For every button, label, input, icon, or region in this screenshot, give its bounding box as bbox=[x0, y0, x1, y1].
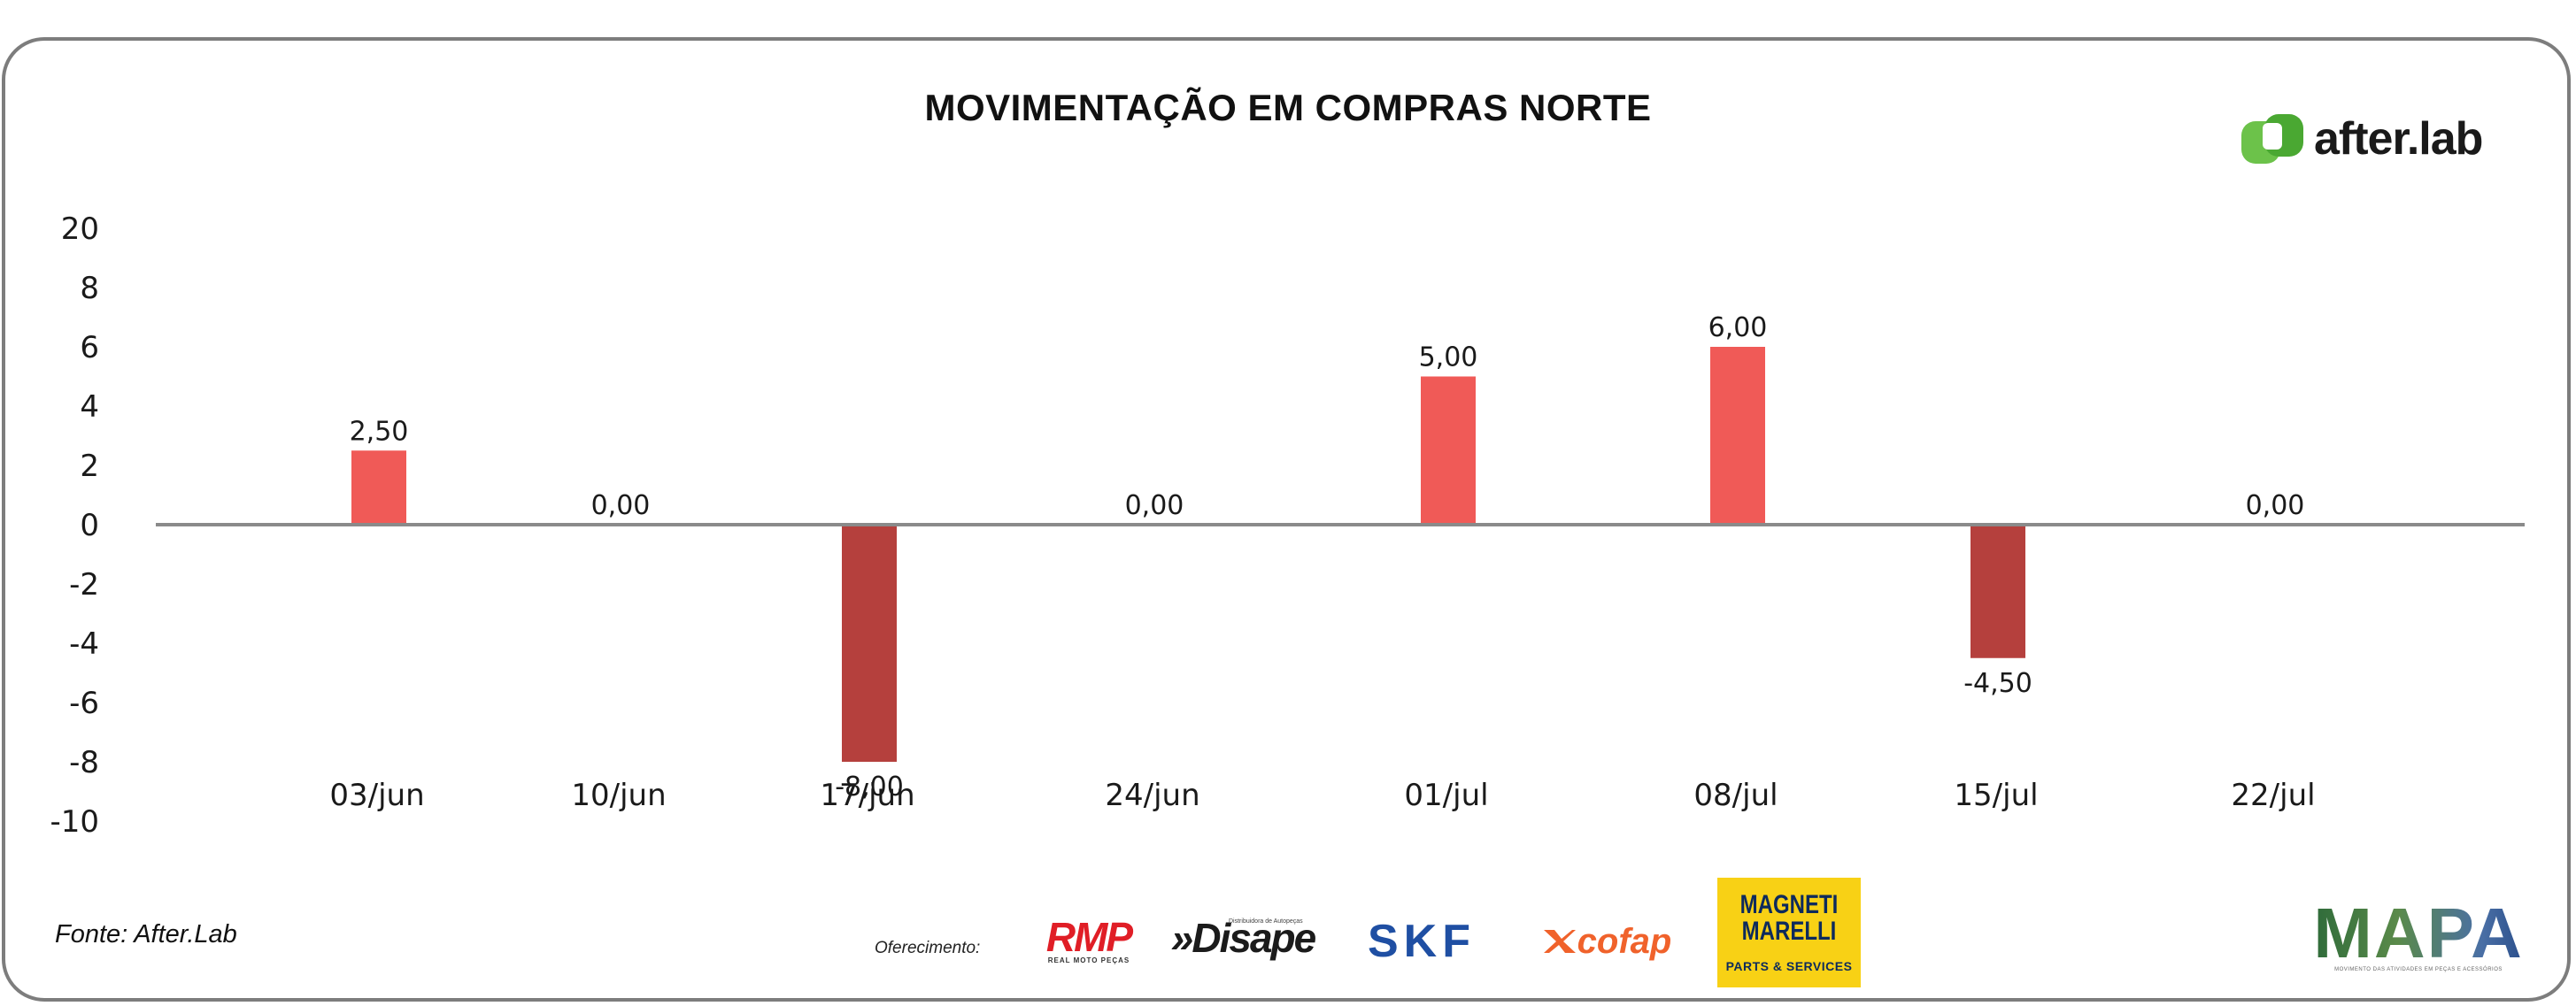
rmp-logo-text: RMP bbox=[1045, 913, 1133, 960]
y-tick-label: 20 bbox=[61, 211, 99, 247]
data-labels: 2,50 0,00 -8,00 0,00 5,00 6,00 -4,50 0,00 bbox=[350, 312, 2305, 802]
bar bbox=[1421, 376, 1476, 525]
magneti-marelli-logo-text: MAGNETI MARELLI bbox=[1739, 890, 1839, 946]
data-label: 2,50 bbox=[350, 416, 409, 447]
y-tick-label: 0 bbox=[80, 508, 99, 543]
x-tick-label: 08/jul bbox=[1693, 778, 1778, 813]
bar bbox=[842, 525, 897, 762]
afterlab-wordmark: after.lab bbox=[2314, 113, 2483, 165]
data-label: 0,00 bbox=[1125, 490, 1184, 521]
data-label: 6,00 bbox=[1708, 312, 1768, 343]
data-label: 0,00 bbox=[591, 490, 651, 521]
source-note: Fonte: After.Lab bbox=[55, 920, 237, 948]
magneti-marelli-logo: MAGNETI MARELLI PARTS & SERVICES bbox=[1717, 878, 1861, 987]
disape-logo-tagline: Distribuidora de Autopeças bbox=[1229, 918, 1303, 925]
data-label: 5,00 bbox=[1419, 342, 1478, 373]
x-tick-label: 17/jun bbox=[820, 778, 914, 813]
cofap-logo: cofap bbox=[1524, 918, 1689, 964]
x-tick-label: 01/jul bbox=[1404, 778, 1488, 813]
x-tick-label: 22/jul bbox=[2231, 778, 2315, 813]
x-tick-label: 24/jun bbox=[1105, 778, 1199, 813]
data-label: 0,00 bbox=[2246, 490, 2305, 521]
y-tick-label: -10 bbox=[50, 804, 99, 840]
y-tick-label: -8 bbox=[69, 745, 99, 780]
x-tick-label: 15/jul bbox=[1954, 778, 2038, 813]
cofap-x-icon bbox=[1543, 930, 1576, 953]
skf-logo-text: SKF bbox=[1368, 916, 1476, 967]
x-tick-label: 10/jun bbox=[571, 778, 666, 813]
chart-card bbox=[2, 37, 2571, 1002]
mapa-logo-text: MAPA bbox=[2313, 894, 2524, 972]
bar bbox=[1710, 347, 1765, 525]
rmp-logo: RMP REAL MOTO PEÇAS bbox=[1031, 916, 1146, 965]
y-tick-label: -2 bbox=[69, 567, 99, 603]
mapa-logo-tagline: MOVIMENTO DAS ATIVIDADES EM PEÇAS E ACES… bbox=[2334, 967, 2503, 972]
data-label: -4,50 bbox=[1963, 668, 2032, 699]
sponsor-label: Oferecimento: bbox=[875, 939, 981, 957]
x-tick-label: 03/jun bbox=[329, 778, 424, 813]
afterlab-logo-icon bbox=[2241, 114, 2303, 164]
bars bbox=[351, 347, 2025, 762]
magneti-marelli-tagline: PARTS & SERVICES bbox=[1725, 959, 1853, 973]
cofap-logo-text: cofap bbox=[1577, 921, 1672, 961]
chart-title: MOVIMENTAÇÃO EM COMPRAS NORTE bbox=[924, 87, 1652, 128]
data-label: -8,00 bbox=[835, 772, 904, 802]
x-axis-ticks: 03/jun 10/jun 17/jun 24/jun 01/jul 08/jul 15/j… bbox=[329, 778, 2315, 813]
y-tick-label: 6 bbox=[80, 330, 99, 365]
bar bbox=[351, 450, 406, 525]
y-tick-label: -6 bbox=[69, 686, 99, 721]
y-tick-label: -4 bbox=[69, 626, 99, 662]
afterlab-brand: after.lab bbox=[2240, 108, 2483, 170]
mapa-logo: MAPA MOVIMENTO DAS ATIVIDADES EM PEÇAS E… bbox=[2312, 894, 2525, 973]
disape-logo-text: »Disape bbox=[1170, 915, 1316, 961]
rmp-logo-tagline: REAL MOTO PEÇAS bbox=[1047, 956, 1130, 964]
y-tick-label: 4 bbox=[80, 389, 99, 425]
bar bbox=[1971, 525, 2025, 658]
y-tick-label: 8 bbox=[80, 271, 99, 306]
skf-logo: SKF bbox=[1338, 916, 1505, 967]
y-tick-label: 2 bbox=[80, 449, 99, 484]
disape-logo: Distribuidora de Autopeças »Disape bbox=[1167, 911, 1319, 964]
